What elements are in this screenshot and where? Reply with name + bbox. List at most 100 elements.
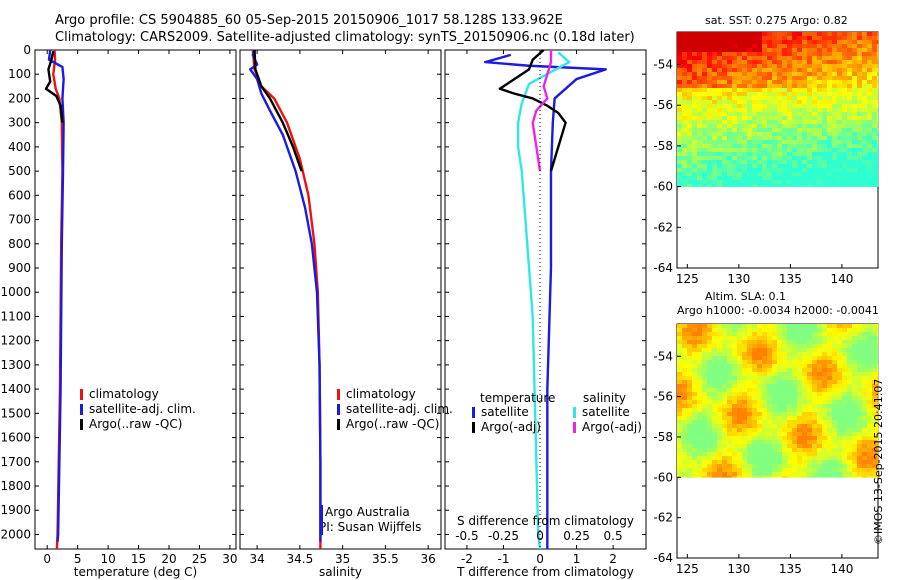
y-tick-label: 1400 xyxy=(0,382,31,396)
legend-label: climatology xyxy=(346,387,416,401)
legend-label: climatology xyxy=(89,387,159,401)
map-x-tick-label: 130 xyxy=(727,562,750,576)
map-x-tick-label: 125 xyxy=(676,562,699,576)
y-tick-label: 500 xyxy=(8,164,31,178)
series-line-satellite xyxy=(516,51,571,550)
legend-swatch xyxy=(337,389,340,400)
y-tick-label: 1200 xyxy=(0,334,31,348)
annotation-pi: PI: Susan Wijffels xyxy=(319,520,421,534)
map-x-tick-label: 135 xyxy=(779,272,802,286)
x-axis-label: T difference from climatology xyxy=(456,565,634,579)
sla-map-subtitle: Argo h1000: -0.0034 h2000: -0.0041 xyxy=(677,304,879,317)
legend-swatch xyxy=(472,407,475,418)
y-tick-label: 1000 xyxy=(0,285,31,299)
y-tick-label: 1600 xyxy=(0,431,31,445)
x2-axis-label: S difference from climatology xyxy=(457,514,634,528)
x2-tick-label: -0.5 xyxy=(455,529,478,543)
y-tick-label: 700 xyxy=(8,213,31,227)
y-tick-label: 200 xyxy=(8,91,31,105)
x-tick-label: 35 xyxy=(335,552,350,566)
legend-swatch xyxy=(573,407,576,418)
x-tick-label: 15 xyxy=(131,552,146,566)
x-tick-label: 2 xyxy=(609,552,617,566)
map-x-tick-label: 125 xyxy=(676,272,699,286)
sst-map-title: sat. SST: 0.275 Argo: 0.82 xyxy=(705,14,848,27)
panel-2-frame xyxy=(239,49,442,550)
x2-tick-label: 0 xyxy=(536,529,544,543)
legend-label: satellite-adj. clim. xyxy=(346,402,453,416)
x-tick-label: 0 xyxy=(43,552,51,566)
series-line-satellite-adj-clim- xyxy=(47,49,65,542)
map-y-tick-label: -58 xyxy=(653,430,673,444)
map-y-tick-label: -62 xyxy=(653,220,673,234)
x-tick-label: 30 xyxy=(222,552,237,566)
map-y-tick-label: -60 xyxy=(653,470,673,484)
y-tick-label: 100 xyxy=(8,67,31,81)
y-tick-label: 300 xyxy=(8,116,31,130)
x2-tick-label: 0.5 xyxy=(604,529,623,543)
map-y-tick-label: -64 xyxy=(653,261,673,275)
x-tick-label: 34 xyxy=(249,552,264,566)
legend-swatch xyxy=(472,422,475,433)
x-tick-label: 35.5 xyxy=(372,552,399,566)
map-y-tick-label: -58 xyxy=(653,139,673,153)
panel-3-frame xyxy=(444,49,647,550)
x-tick-label: 25 xyxy=(192,552,207,566)
annotation-marker xyxy=(320,505,323,535)
x-axis-label: salinity xyxy=(319,565,362,579)
x-tick-label: -2 xyxy=(461,552,473,566)
series-line-argo-raw-qc- xyxy=(253,49,303,172)
map-y-tick-label: -56 xyxy=(653,98,673,112)
y-tick-label: 0 xyxy=(23,43,31,57)
x2-tick-label: 0.25 xyxy=(563,529,590,543)
legend-swatch xyxy=(80,419,83,430)
sla-map-title: Altim. SLA: 0.1 xyxy=(705,290,787,303)
map-y-tick-label: -64 xyxy=(653,551,673,565)
x2-tick-label: -0.25 xyxy=(488,529,519,543)
map-y-tick-label: -54 xyxy=(653,349,673,363)
profile-title: Argo profile: CS 5904885_60 05-Sep-2015 … xyxy=(55,13,563,28)
series-line-argo-adj- xyxy=(498,49,567,172)
map-x-tick-label: 140 xyxy=(830,562,853,576)
legend-header-salinity: salinity xyxy=(583,391,626,405)
legend-header-temperature: temperature xyxy=(480,391,555,405)
legend-label: Argo(-adj) xyxy=(481,420,541,434)
y-tick-label: 1500 xyxy=(0,406,31,420)
map-y-tick-label: -62 xyxy=(653,511,673,525)
legend-label: Argo(..raw -QC) xyxy=(89,417,182,431)
x-tick-label: 0 xyxy=(536,552,544,566)
x-tick-label: 20 xyxy=(161,552,176,566)
map-y-tick-label: -56 xyxy=(653,390,673,404)
legend-swatch xyxy=(80,404,83,415)
x-tick-label: 34.5 xyxy=(287,552,314,566)
map-4-field xyxy=(677,324,879,478)
map-y-tick-label: -60 xyxy=(653,180,673,194)
panel-1-frame xyxy=(34,49,237,550)
map-3-field xyxy=(677,32,879,187)
x-axis-label: temperature (deg C) xyxy=(74,565,197,579)
series-line-argo-raw-qc- xyxy=(44,50,64,123)
y-tick-label: 600 xyxy=(8,188,31,202)
x-tick-label: 36 xyxy=(421,552,436,566)
y-tick-label: 1300 xyxy=(0,358,31,372)
map-y-tick-label: -54 xyxy=(653,58,673,72)
map-x-tick-label: 135 xyxy=(779,562,802,576)
y-tick-label: 1900 xyxy=(0,503,31,517)
legend-swatch xyxy=(337,419,340,430)
x-tick-label: 1 xyxy=(573,552,581,566)
y-tick-label: 2000 xyxy=(0,527,31,541)
map-x-tick-label: 140 xyxy=(830,272,853,286)
y-tick-label: 800 xyxy=(8,237,31,251)
annotation-argo-australia: Argo Australia xyxy=(325,505,410,519)
y-tick-label: 1100 xyxy=(0,309,31,323)
y-tick-label: 400 xyxy=(8,140,31,154)
x-tick-label: 10 xyxy=(100,552,115,566)
x-tick-label: 5 xyxy=(74,552,82,566)
y-tick-label: 900 xyxy=(8,261,31,275)
y-tick-label: 1700 xyxy=(0,455,31,469)
x-tick-label: -1 xyxy=(497,552,509,566)
legend-label: Argo(-adj) xyxy=(582,420,642,434)
legend-label: Argo(..raw -QC) xyxy=(346,417,439,431)
climatology-title: Climatology: CARS2009. Satellite-adjuste… xyxy=(55,30,635,45)
